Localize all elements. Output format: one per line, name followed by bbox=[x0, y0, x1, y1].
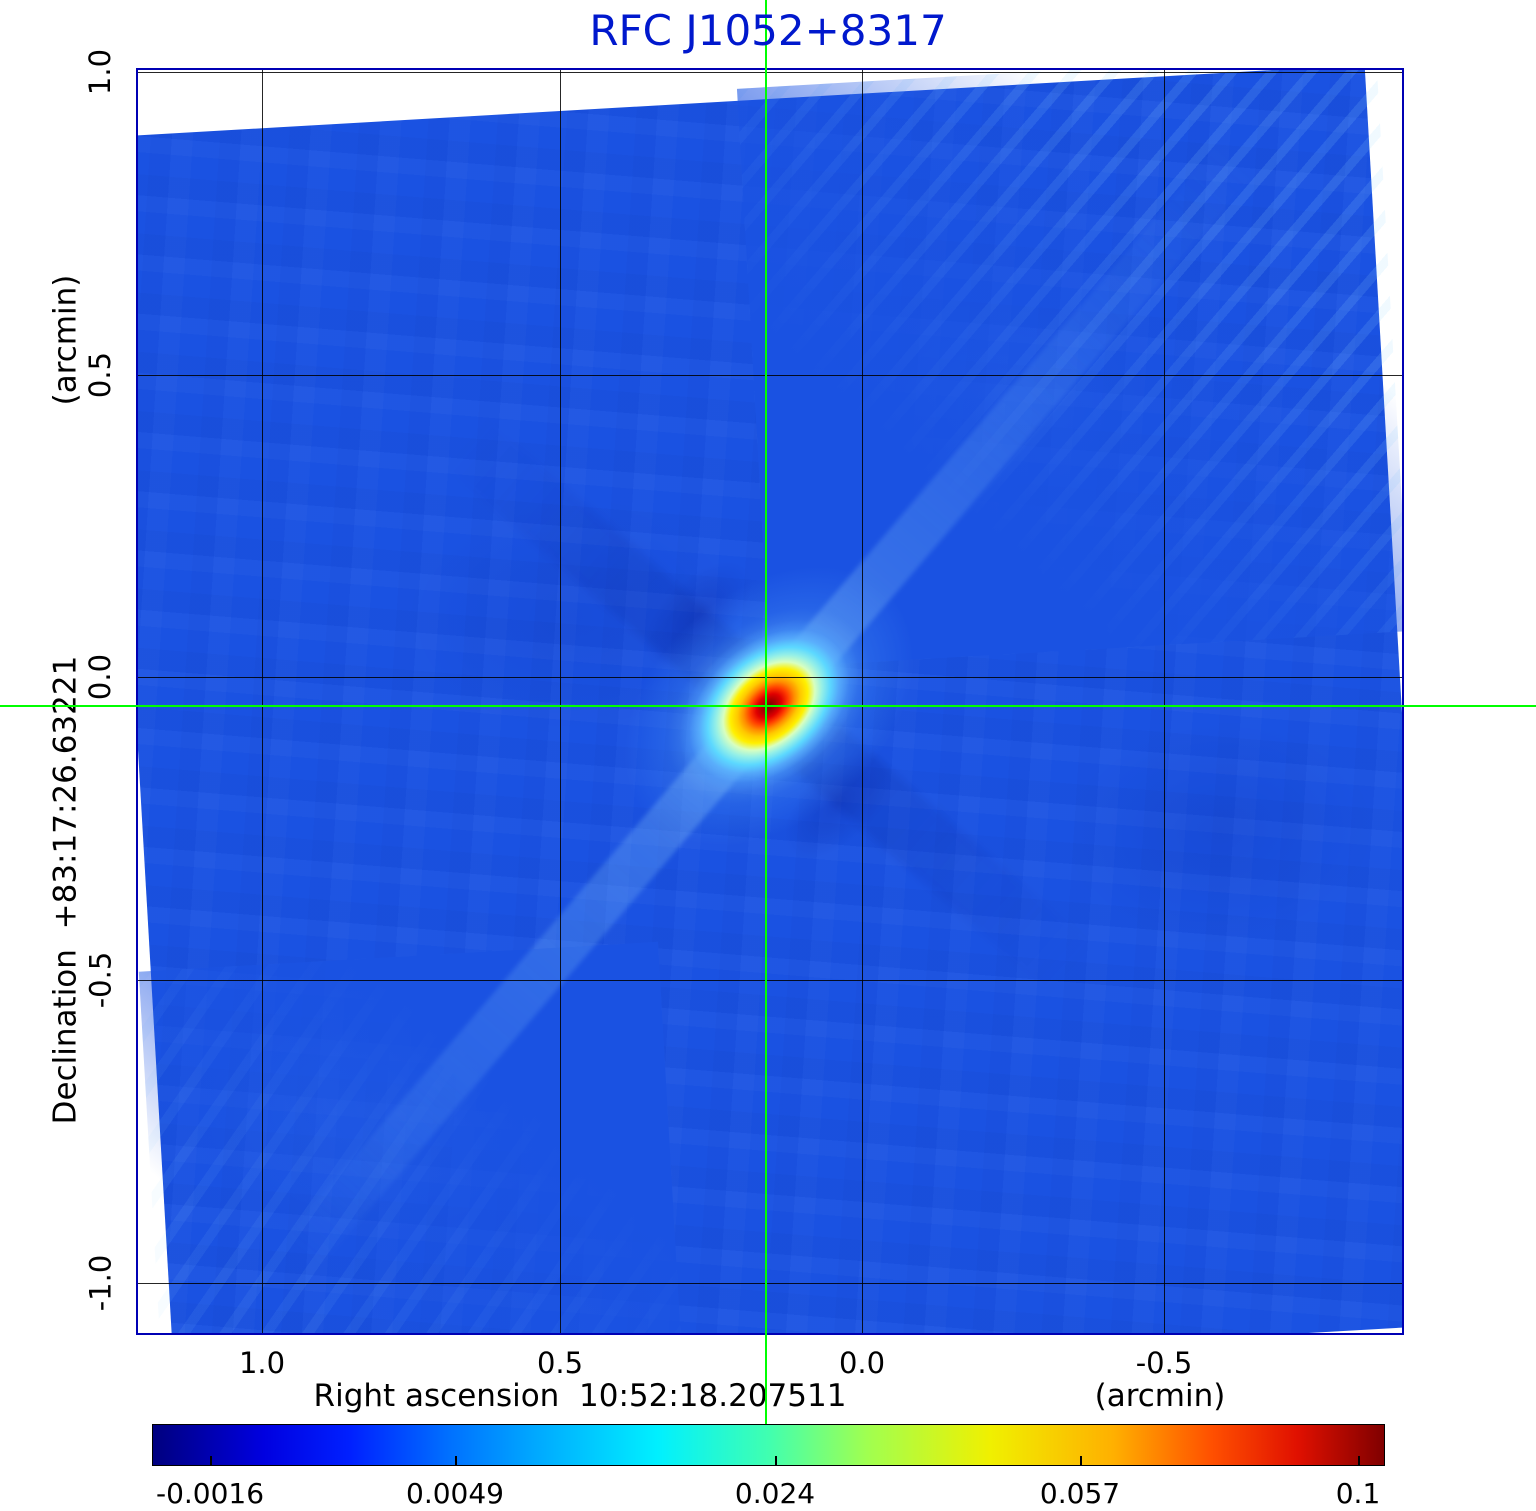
x-axis-label: Right ascension 10:52:18.207511 bbox=[313, 1378, 847, 1414]
x-tick-label-3: -0.5 bbox=[1135, 1346, 1193, 1380]
grid-line-x-0.0 bbox=[862, 70, 863, 1333]
y-tick-label-4: -1.0 bbox=[83, 1254, 117, 1312]
x-tick-label-0: 1.0 bbox=[238, 1346, 286, 1380]
grid-line-x--0.5 bbox=[1164, 70, 1165, 1333]
y-axis-label: Declination +83:17:26.63221 bbox=[47, 655, 83, 1125]
x-axis-unit: (arcmin) bbox=[1094, 1378, 1226, 1414]
crosshair-horizontal-line bbox=[0, 705, 1536, 707]
x-tick-label-1: 0.5 bbox=[536, 1346, 584, 1380]
grid-line-y-1.0 bbox=[138, 72, 1402, 73]
grid-line-x-1.0 bbox=[262, 70, 263, 1333]
colorbar-tick-2 bbox=[775, 1456, 777, 1465]
page-title: RFC J1052+8317 bbox=[589, 6, 947, 55]
grid-line-y--0.5 bbox=[138, 980, 1402, 981]
y-axis-unit: (arcmin) bbox=[47, 274, 84, 406]
grid-line-x-0.5 bbox=[560, 70, 561, 1333]
crosshair-vertical-line bbox=[765, 0, 767, 1424]
colorbar-tick-label-4: 0.1 bbox=[1335, 1477, 1381, 1510]
grid-line-y-0.0 bbox=[138, 677, 1402, 678]
colorbar-tick-3 bbox=[1080, 1456, 1082, 1465]
colorbar-tick-label-1: 0.0049 bbox=[406, 1477, 504, 1510]
plot-frame bbox=[136, 68, 1404, 1335]
grid-line-y-0.5 bbox=[138, 375, 1402, 376]
colorbar-tick-label-2: 0.024 bbox=[734, 1477, 816, 1510]
grid-line-y--1.0 bbox=[138, 1283, 1402, 1284]
colorbar-tick-0 bbox=[210, 1456, 212, 1465]
colorbar-tick-label-3: 0.057 bbox=[1039, 1477, 1121, 1510]
x-tick-label-2: 0.0 bbox=[838, 1346, 886, 1380]
colorbar-tick-label-0: -0.0016 bbox=[155, 1477, 265, 1510]
colorbar-gradient bbox=[152, 1424, 1385, 1466]
colorbar-tick-4 bbox=[1358, 1456, 1360, 1465]
colorbar-tick-1 bbox=[455, 1456, 457, 1465]
